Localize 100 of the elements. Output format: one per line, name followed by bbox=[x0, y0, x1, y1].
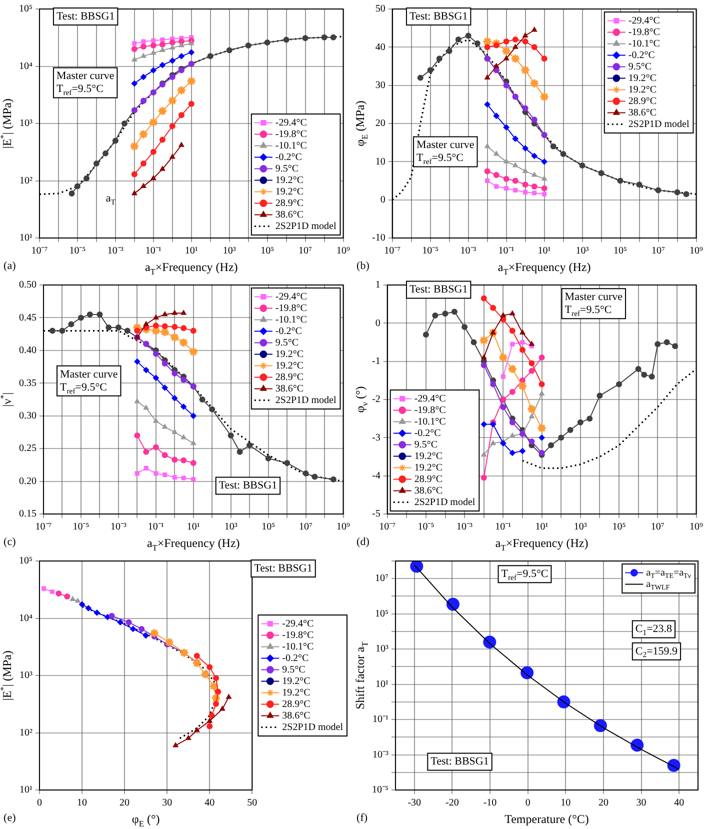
x-tick-label: 30 bbox=[162, 798, 172, 809]
text: (e) bbox=[4, 812, 16, 824]
legend-label: -29.4°C bbox=[275, 117, 308, 128]
y-tick-label: 10⁻³ bbox=[372, 749, 388, 760]
x-tick-label: 10⁷ bbox=[650, 522, 665, 533]
y-tick-label: 10⁷ bbox=[374, 573, 389, 584]
legend-label: 19.2°C bbox=[282, 676, 311, 687]
y-tick-label: 0.35 bbox=[19, 378, 36, 389]
legend-label: 9.5°C bbox=[275, 337, 299, 348]
annotation: Test: BBSG1 bbox=[409, 284, 468, 296]
x-tick-label: 10⁵ bbox=[260, 246, 274, 257]
legend-label: 19.2°C bbox=[414, 462, 443, 474]
legend-label: 28.9°C bbox=[414, 474, 443, 485]
legend-label: -10.1°C bbox=[282, 641, 314, 652]
legend-label: 9.5°C bbox=[628, 61, 652, 72]
x-tick-label: 10¹ bbox=[538, 246, 551, 257]
x-tick-label: 10⁹ bbox=[336, 246, 351, 257]
y-axis-title: φν (°) bbox=[353, 386, 370, 413]
y-tick-label: 0.30 bbox=[19, 410, 36, 422]
legend-label: 2S2P1D model bbox=[282, 722, 344, 733]
x-tick-label: -10 bbox=[483, 798, 497, 809]
x-tick-label: 10⁻⁷ bbox=[31, 246, 48, 257]
x-tick-label: 10⁻³ bbox=[456, 522, 473, 533]
legend-label: 28.9°C bbox=[628, 96, 657, 107]
x-tick-label: 10⁵ bbox=[612, 522, 626, 533]
x-tick-label: 20 bbox=[120, 798, 130, 809]
legend-label: -10.1°C bbox=[275, 314, 308, 326]
y-tick-label: 1 bbox=[375, 280, 380, 291]
y-tick-label: -5 bbox=[372, 508, 380, 520]
x-tick-label: 10⁷ bbox=[298, 246, 313, 257]
y-axis-title: |ν*| bbox=[0, 392, 14, 407]
y-tick-label: 0 bbox=[375, 318, 380, 329]
x-tick-label: 10³ bbox=[576, 246, 589, 257]
x-tick-label: 20 bbox=[598, 798, 608, 809]
x-tick-label: 10⁵ bbox=[614, 246, 628, 257]
x-tick-label: -30 bbox=[408, 798, 422, 809]
text: (b) bbox=[356, 260, 370, 272]
y-tick-label: 10⁴ bbox=[18, 612, 33, 624]
legend-label: -29.4°C bbox=[628, 15, 660, 26]
x-tick-label: 10⁻¹ bbox=[498, 246, 514, 257]
x-tick-label: 10⁷ bbox=[299, 522, 314, 533]
legend-label: -0.2°C bbox=[282, 652, 309, 664]
legend-label: 19.2°C bbox=[628, 72, 657, 84]
text: Test: BBSG1 bbox=[254, 562, 312, 574]
x-tick-label: 10⁵ bbox=[262, 522, 276, 533]
y-tick-label: -3 bbox=[372, 432, 380, 444]
y-tick-label: 30 bbox=[375, 80, 386, 91]
legend-label: 38.6°C bbox=[414, 485, 443, 496]
y-tick-label: 0.50 bbox=[19, 280, 36, 291]
x-tick-label: 40 bbox=[204, 798, 215, 809]
y-tick-label: 40 bbox=[375, 42, 386, 53]
legend-label: 38.6°C bbox=[282, 710, 311, 722]
text: (a) bbox=[4, 260, 16, 272]
y-tick-label: -1 bbox=[372, 356, 380, 367]
y-axis-title: |E*| (MPa) bbox=[0, 650, 14, 700]
x-tick-label: 10⁹ bbox=[336, 522, 351, 533]
x-tick-label: 10¹ bbox=[184, 246, 198, 257]
x-tick-label: 10¹ bbox=[186, 522, 200, 533]
x-tick-label: 10 bbox=[560, 798, 571, 809]
y-tick-label: 10¹ bbox=[375, 678, 388, 690]
legend-label: 2S2P1D model bbox=[628, 118, 690, 130]
legend-label: -19.8°C bbox=[628, 26, 660, 38]
annotation: Test: BBSG1 bbox=[409, 10, 468, 22]
legend-label: 19.2°C bbox=[628, 84, 657, 96]
x-tick-label: 50 bbox=[247, 798, 258, 809]
y-tick-label: -2 bbox=[372, 394, 380, 406]
x-tick-label: 10⁻¹ bbox=[145, 246, 162, 257]
legend-label: 2S2P1D model bbox=[275, 220, 336, 232]
legend-label: 9.5°C bbox=[414, 439, 438, 450]
x-tick-label: 10¹ bbox=[535, 522, 548, 533]
legend-label: -19.8°C bbox=[282, 630, 314, 641]
legend-label: 28.9°C bbox=[282, 698, 311, 710]
legend-label: -19.8°C bbox=[275, 128, 308, 140]
legend-label: -0.2°C bbox=[414, 428, 442, 439]
x-tick-label: 0 bbox=[525, 798, 530, 809]
y-tick-label: 10⁵ bbox=[18, 4, 32, 15]
x-tick-label: 10⁻³ bbox=[107, 246, 124, 257]
x-tick-label: 10⁻⁷ bbox=[384, 246, 402, 257]
x-tick-label: 10⁻¹ bbox=[148, 522, 164, 533]
legend-label: -29.4°C bbox=[414, 393, 446, 404]
x-tick-label: 10⁻³ bbox=[110, 522, 126, 533]
x-tick-label: 10⁷ bbox=[652, 246, 666, 257]
legend-label: 9.5°C bbox=[282, 664, 306, 676]
annotation: Test: BBSG1 bbox=[56, 10, 115, 22]
y-tick-label: -4 bbox=[372, 470, 380, 482]
y-tick-label: 0.40 bbox=[19, 345, 36, 356]
legend-label: -10.1°C bbox=[275, 140, 308, 152]
legend-label: -10.1°C bbox=[628, 38, 660, 50]
annotation: Test: BBSG1 bbox=[218, 480, 278, 492]
y-tick-label: 10³ bbox=[19, 670, 32, 682]
x-tick-label: 10⁻⁵ bbox=[72, 522, 90, 533]
legend-label: 2S2P1D model bbox=[275, 394, 336, 406]
legend-label: 38.6°C bbox=[275, 209, 304, 220]
y-tick-label: 10⁵ bbox=[18, 556, 32, 567]
x-tick-label: 10⁻¹ bbox=[495, 522, 512, 533]
y-tick-label: -10 bbox=[372, 232, 386, 244]
legend-label: 19.2°C bbox=[275, 348, 304, 360]
y-tick-label: 0.15 bbox=[19, 508, 36, 520]
x-axis-title: Temperature (°C) bbox=[504, 812, 589, 826]
legend-label: -0.2°C bbox=[628, 50, 656, 61]
